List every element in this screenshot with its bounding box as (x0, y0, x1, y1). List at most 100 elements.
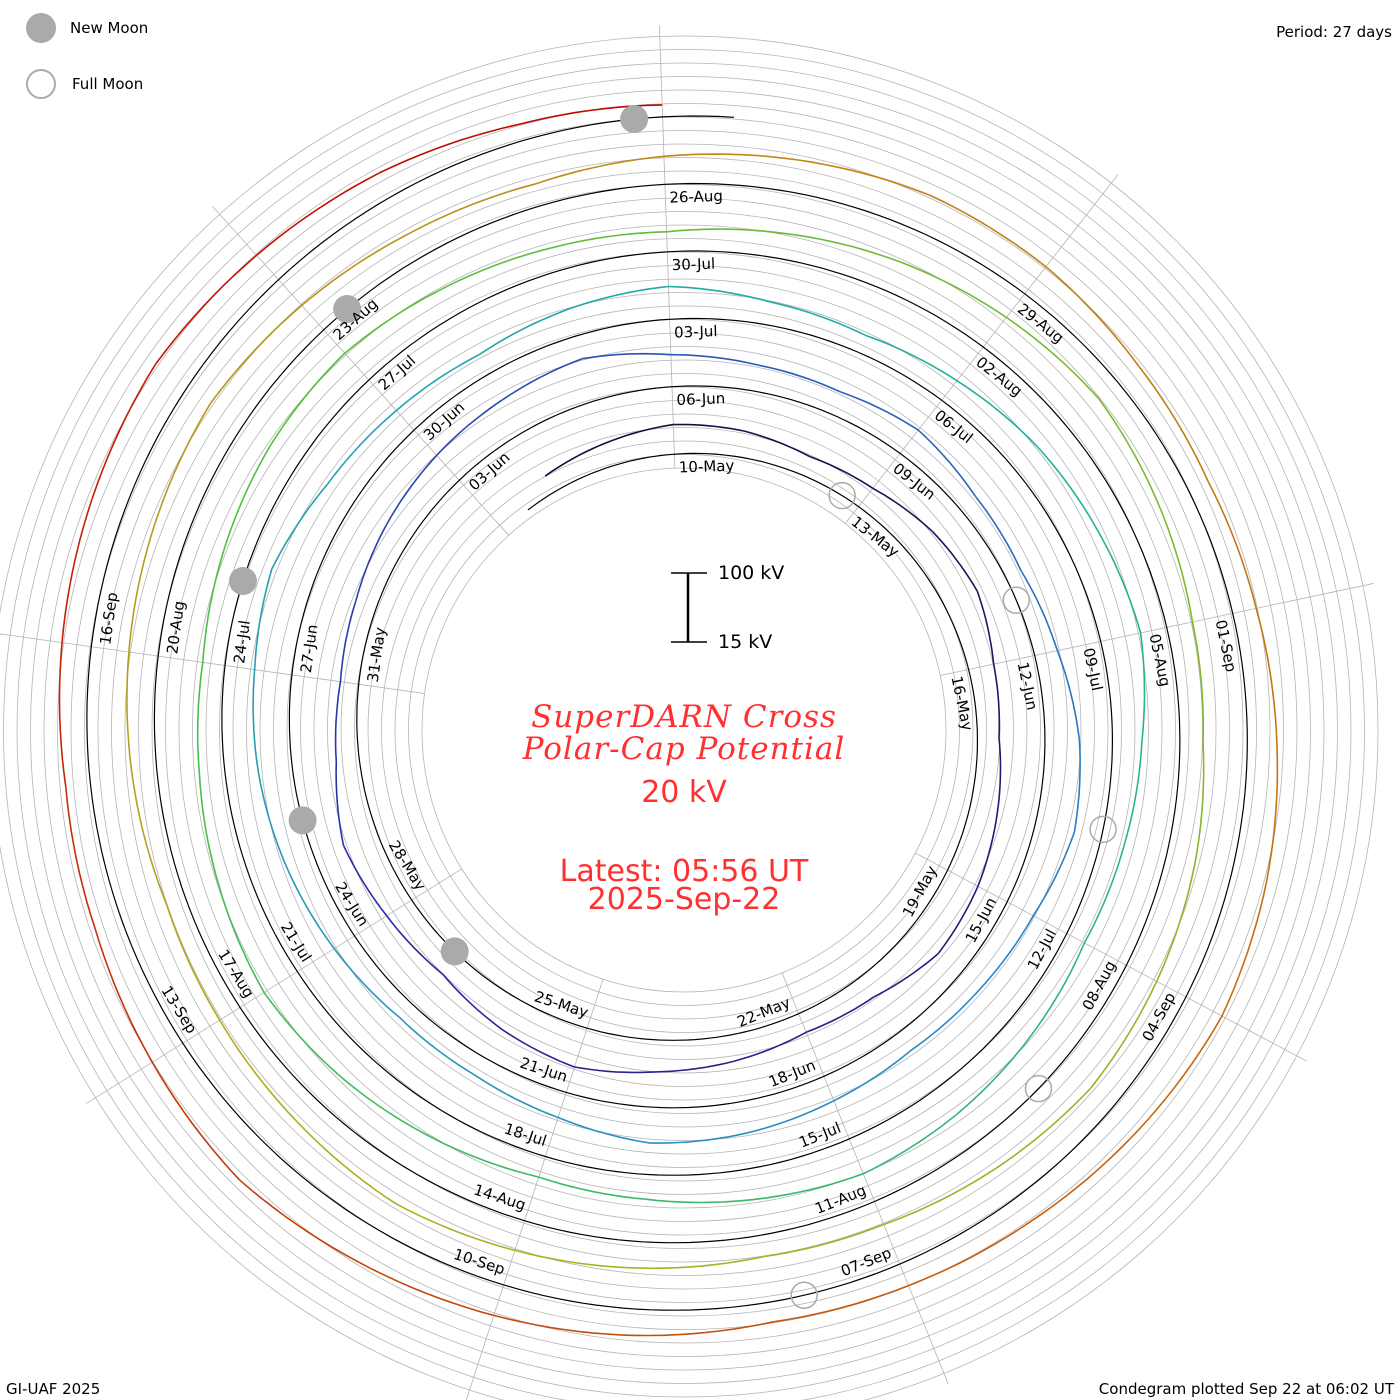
data-segment (1123, 740, 1143, 846)
data-segment (544, 442, 606, 477)
data-segment (218, 886, 265, 993)
data-segment (1098, 533, 1142, 634)
period-label: Period: 27 days (1276, 23, 1392, 41)
grid-ring (70, 116, 1298, 1344)
grid-ring (192, 238, 1176, 1222)
date-tick-label: 25-May (532, 987, 590, 1021)
data-segment (656, 1060, 735, 1073)
data-segment (663, 153, 799, 161)
data-segment (58, 642, 67, 788)
new-moon-marker (440, 937, 469, 966)
data-segment (977, 811, 999, 887)
data-segment (1265, 743, 1279, 883)
date-tick-label: 12-Jul (1024, 926, 1060, 973)
full-moon-marker (1089, 815, 1117, 844)
date-tick-label: 06-Jun (676, 389, 725, 409)
data-segment (344, 287, 444, 354)
data-segment (1191, 621, 1205, 743)
data-segment (976, 590, 995, 665)
data-segment (538, 1176, 646, 1200)
data-segment (994, 1087, 1092, 1170)
date-tick-label: 20-Aug (163, 600, 188, 655)
data-segment (395, 1202, 516, 1252)
data-segment (557, 1116, 651, 1144)
data-segment (61, 498, 93, 643)
data-segment (126, 651, 134, 782)
scale-bar (671, 572, 707, 643)
data-segment (937, 885, 979, 955)
data-segment (839, 390, 919, 431)
data-segment (1207, 481, 1257, 609)
full-moon-marker (790, 1281, 818, 1309)
data-segment (774, 1284, 909, 1323)
data-segment (862, 1113, 958, 1175)
data-segment (956, 380, 1039, 448)
grid-ring (246, 292, 1122, 1168)
data-segment (442, 973, 503, 1030)
grid-ring (138, 184, 1230, 1276)
data-segment (271, 483, 329, 570)
data-segment (645, 1198, 756, 1204)
data-segment (473, 1074, 559, 1119)
data-segment (335, 762, 345, 846)
data-segment (1030, 942, 1086, 1036)
data-segment (411, 183, 535, 233)
date-tick-label: 10-May (679, 457, 735, 477)
grid-ring (16, 62, 1352, 1398)
data-segment (956, 1034, 1032, 1116)
data-segment (493, 1314, 635, 1337)
data-segment (673, 423, 745, 432)
data-segment (1032, 831, 1076, 917)
data-segment (1139, 632, 1146, 741)
date-tick-label: 08-Aug (1079, 958, 1120, 1014)
data-segment (1221, 882, 1268, 1017)
data-segment (743, 430, 810, 458)
data-segment (379, 123, 519, 174)
grid-ring (327, 373, 1041, 1087)
data-segment (783, 232, 900, 263)
grid-ring (205, 251, 1163, 1209)
data-segment (929, 194, 1047, 268)
data-segment (223, 444, 272, 551)
date-tick-label: 17-Aug (214, 946, 258, 1001)
data-segment (769, 301, 866, 336)
data-segment (974, 496, 1022, 571)
data-segment (757, 364, 840, 393)
data-segment (434, 1138, 539, 1178)
data-segment (386, 915, 444, 975)
grid-ring (219, 265, 1149, 1195)
grid-ring (178, 224, 1190, 1236)
grid-ring (84, 130, 1284, 1330)
new-moon-marker (288, 806, 317, 835)
plotted-label: Condegram plotted Sep 22 at 06:02 UT (1098, 1380, 1394, 1398)
data-segment (354, 524, 388, 602)
date-tick-label: 16-Sep (96, 591, 121, 646)
data-segment (883, 1168, 996, 1226)
data-segment (551, 231, 667, 249)
data-segment (1155, 863, 1196, 982)
data-segment (263, 991, 342, 1078)
grid-ring (300, 346, 1068, 1114)
data-segment (198, 775, 221, 888)
latest-time: Latest: 05:56 UT (559, 854, 809, 889)
data-segment (210, 304, 303, 404)
radial-spoke (844, 174, 1119, 524)
moon-markers-layer (228, 105, 1117, 1309)
data-segment (898, 260, 1007, 319)
full-moon-marker (1002, 586, 1031, 614)
date-tick-label: 09-Jun (889, 459, 939, 503)
data-segment (257, 769, 287, 865)
date-tick-label: 06-Jul (931, 406, 976, 447)
data-segment (996, 737, 1002, 813)
data-segment (359, 1261, 495, 1317)
grid-ring (313, 359, 1055, 1101)
scale-top-label: 100 kV (718, 562, 785, 584)
data-segment (132, 781, 168, 906)
legend-full-moon-label: Full Moon (72, 75, 144, 93)
data-segment (1138, 365, 1210, 483)
grid-ring (97, 143, 1271, 1317)
data-segment (436, 398, 504, 456)
data-segment (805, 996, 874, 1034)
data-segment (568, 285, 669, 310)
current-value: 20 kV (641, 775, 727, 810)
